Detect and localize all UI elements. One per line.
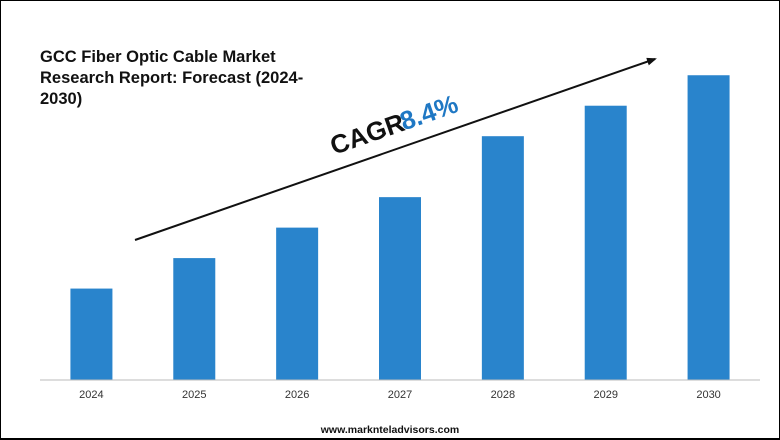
bar-2024 (70, 288, 113, 380)
x-tick-2028: 2028 (491, 389, 515, 401)
footer-website: www.marknteladvisors.com (320, 424, 460, 436)
trend-arrow (134, 57, 657, 241)
cagr-label: CAGR (326, 107, 408, 161)
x-tick-2029: 2029 (593, 389, 617, 401)
bar-2030 (687, 75, 730, 380)
bar-2027 (379, 197, 421, 380)
bar-2029 (584, 105, 627, 380)
footer-bar (0, 438, 780, 440)
x-tick-labels: 2024 2025 2026 2027 2028 2029 2030 (79, 389, 721, 401)
x-tick-2024: 2024 (79, 389, 103, 401)
bar-2025 (173, 258, 216, 380)
chart-title: GCC Fiber Optic Cable Market Research Re… (40, 48, 304, 108)
x-tick-2026: 2026 (285, 389, 309, 401)
bars-group (70, 75, 730, 380)
bar-2028 (481, 136, 524, 380)
bar-2026 (276, 227, 319, 380)
x-tick-2030: 2030 (696, 389, 720, 401)
x-tick-2025: 2025 (182, 389, 206, 401)
x-tick-2027: 2027 (388, 389, 412, 401)
